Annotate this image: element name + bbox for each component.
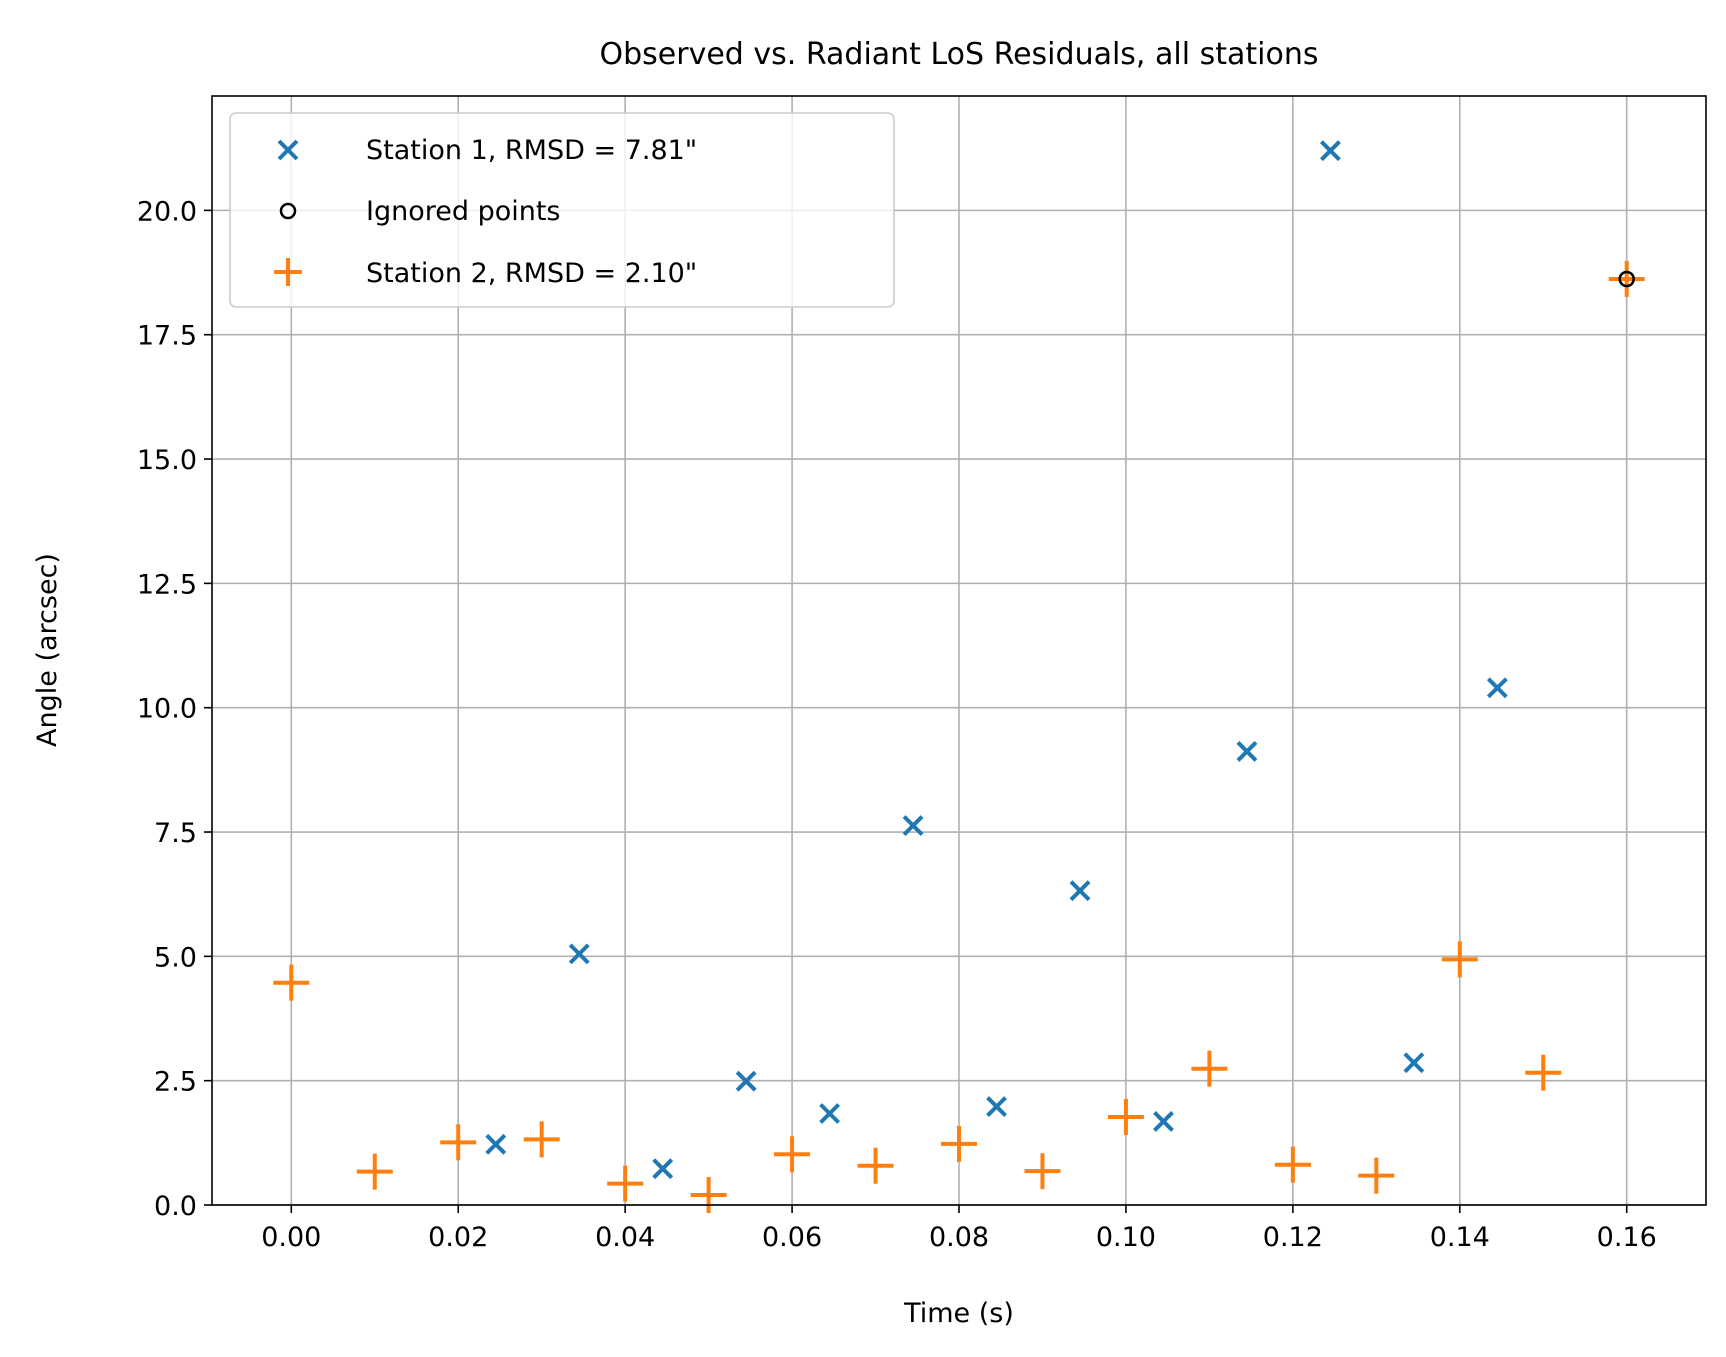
- y-tick-label: 10.0: [137, 694, 197, 725]
- station-2-point: [607, 1165, 644, 1202]
- x-tick-label: 0.02: [428, 1222, 488, 1253]
- station-2-point: [1525, 1054, 1562, 1091]
- station-2-point: [1441, 941, 1478, 978]
- station-2-point: [1358, 1157, 1395, 1194]
- station-1-point: [568, 943, 590, 965]
- axes: 0.00 0.02 0.04 0.06 0.08 0.10 0.12 0.14 0.16 0.0 2…: [137, 196, 1657, 1253]
- station-1-point: [1153, 1111, 1174, 1132]
- station-2-point: [857, 1147, 894, 1184]
- station-2-point: [1608, 261, 1645, 298]
- station-1-point: [485, 1133, 507, 1155]
- station-1-point: [1403, 1052, 1425, 1074]
- x-tick-label: 0.12: [1263, 1222, 1323, 1253]
- x-tick-label: 0.04: [595, 1222, 655, 1253]
- x-tick-label: 0.14: [1430, 1222, 1490, 1253]
- station-1-point: [986, 1096, 1007, 1117]
- station-2-point: [523, 1121, 560, 1158]
- station-2-point: [1274, 1146, 1311, 1183]
- legend-marker-ignored-points: [279, 202, 297, 220]
- station-2-point: [1191, 1050, 1228, 1087]
- legend-label-station-2: Station 2, RMSD = 2.10": [366, 258, 697, 289]
- x-tick-label: 0.16: [1597, 1222, 1657, 1253]
- legend-label-ignored-points: Ignored points: [366, 196, 561, 227]
- station-1-point: [1486, 677, 1508, 699]
- x-tick-label: 0.06: [762, 1222, 822, 1253]
- y-axis-label: Angle (arcsec): [32, 553, 63, 747]
- ignored-points-point: [1618, 270, 1635, 288]
- station-2-point: [774, 1136, 811, 1173]
- station-2-point: [356, 1153, 393, 1190]
- station-2-point: [690, 1177, 727, 1214]
- station-2-point: [1024, 1153, 1061, 1190]
- x-tick-label: 0.10: [1096, 1222, 1156, 1253]
- station-1-point: [902, 815, 924, 836]
- x-axis-label: Time (s): [903, 1298, 1014, 1329]
- y-tick-label: 17.5: [137, 321, 197, 352]
- station-1-point: [1319, 140, 1341, 162]
- legend-frame: [229, 112, 895, 308]
- station-2-point: [941, 1125, 977, 1162]
- station-1-point: [1236, 741, 1258, 762]
- y-tick-label: 15.0: [137, 445, 197, 476]
- chart-title: Observed vs. Radiant LoS Residuals, all …: [600, 37, 1319, 72]
- legend-label-station-1: Station 1, RMSD = 7.81": [366, 135, 697, 166]
- grid-lines: [212, 96, 1706, 1206]
- station-1-point: [652, 1158, 674, 1180]
- y-tick-label: 12.5: [137, 569, 197, 600]
- y-tick-label: 0.0: [154, 1191, 197, 1222]
- legend-marker-station-1: [277, 139, 299, 161]
- y-tick-label: 20.0: [137, 196, 197, 227]
- y-tick-label: 2.5: [154, 1067, 197, 1098]
- station-2-point: [1107, 1098, 1144, 1135]
- station-1-point: [735, 1070, 757, 1092]
- y-tick-label: 7.5: [154, 818, 197, 849]
- station-2-point: [273, 964, 310, 1001]
- x-tick-label: 0.00: [261, 1222, 321, 1253]
- legend: Station 1, RMSD = 7.81" Ignored points S…: [229, 112, 895, 308]
- station-1-point: [1069, 880, 1091, 902]
- legend-marker-station-2: [274, 258, 302, 286]
- y-tick-label: 5.0: [154, 942, 197, 973]
- station-1-point: [819, 1103, 841, 1124]
- x-tick-label: 0.08: [929, 1222, 989, 1253]
- station-2-point: [440, 1124, 477, 1161]
- data-marks: [273, 140, 1645, 1214]
